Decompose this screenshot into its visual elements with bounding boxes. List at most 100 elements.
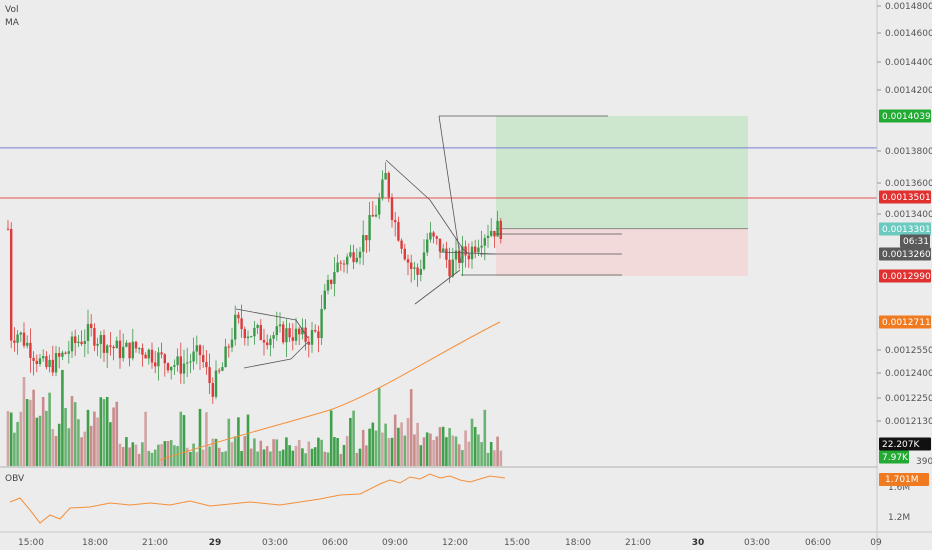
volume-bar-28 <box>96 417 99 466</box>
volume-bar-143 <box>464 430 467 466</box>
candle-65 <box>214 360 218 400</box>
volume-bar-51 <box>169 440 173 466</box>
candle-51 <box>170 366 173 380</box>
candle-79 <box>259 319 262 341</box>
volume-bar-151 <box>489 441 493 466</box>
candle-96 <box>314 324 317 333</box>
stop-loss-zone[interactable] <box>496 228 748 276</box>
candle-102 <box>333 257 336 297</box>
candle-23 <box>80 330 83 347</box>
volume-bar-34 <box>115 401 119 466</box>
volume-bar-128 <box>416 422 419 466</box>
volume-bar-99 <box>323 451 327 466</box>
candle-124 <box>403 243 406 261</box>
svg-text:1.6M: 1.6M <box>888 483 910 493</box>
candle-4 <box>19 331 22 343</box>
candle-67 <box>221 362 224 372</box>
volume-bar-35 <box>118 443 122 466</box>
candle-118 <box>384 162 387 180</box>
volume-bar-154 <box>499 450 503 466</box>
time-axis[interactable]: 15:00 18:00 21:00 29 03:00 06:00 09:00 12:00 15:… <box>18 538 882 548</box>
volume-bar-24 <box>83 431 87 466</box>
volume-bar-148 <box>480 442 483 466</box>
candle-121 <box>394 212 397 237</box>
svg-text:0.0012711: 0.0012711 <box>882 318 931 328</box>
volume-bar-126 <box>409 389 413 466</box>
drawings[interactable] <box>235 115 622 369</box>
volume-bar-23 <box>80 437 83 466</box>
drawing-line-7[interactable] <box>462 248 471 256</box>
volume-bar-85 <box>278 451 282 466</box>
candle-48 <box>160 342 163 359</box>
candle-32 <box>109 332 112 356</box>
volume-bar-103 <box>336 437 339 466</box>
candle-100 <box>326 274 330 295</box>
volume-bar-0 <box>6 411 10 466</box>
candle-57 <box>189 353 192 374</box>
drawing-line-9[interactable] <box>438 115 462 264</box>
position-zones[interactable] <box>496 116 748 276</box>
horizontal-lines[interactable] <box>0 147 877 199</box>
drawing-line-2[interactable] <box>295 319 309 339</box>
volume-bar-89 <box>291 450 295 466</box>
candle-149 <box>483 234 486 261</box>
candle-64 <box>211 377 214 404</box>
volume-bar-70 <box>230 442 234 466</box>
candle-116 <box>378 192 381 220</box>
drawing-line-4[interactable] <box>385 159 431 201</box>
svg-text:21:00: 21:00 <box>142 538 168 548</box>
volume-bar-56 <box>185 447 189 466</box>
volume-bar-75 <box>246 414 250 466</box>
svg-text:0.0012400: 0.0012400 <box>885 369 932 379</box>
volume-bar-118 <box>384 423 387 466</box>
candle-54 <box>179 342 182 384</box>
volume-bar-129 <box>419 445 423 466</box>
drawing-line-1[interactable] <box>243 358 292 369</box>
take-profit-zone[interactable] <box>496 116 748 229</box>
svg-text:0.0014039: 0.0014039 <box>882 112 931 122</box>
price-axis[interactable]: 0.0014800 0.0014600 0.0014400 0.0014200 0.00… <box>877 2 932 467</box>
svg-text:06:31: 06:31 <box>903 237 929 247</box>
candle-78 <box>256 323 259 335</box>
volume-bar-124 <box>403 435 407 466</box>
volume-bar-12 <box>45 410 48 466</box>
drawing-line-3[interactable] <box>290 341 309 360</box>
volume-bar-98 <box>320 439 323 466</box>
volume-bar-22 <box>77 419 80 466</box>
drawing-line-6[interactable] <box>414 269 461 305</box>
svg-text:0.0013600: 0.0013600 <box>885 179 932 189</box>
volume-bar-21 <box>73 402 77 466</box>
price-tick: 0.0012550 <box>877 346 932 356</box>
candle-34 <box>115 336 118 349</box>
drawing-line-0[interactable] <box>235 308 297 321</box>
candle-98 <box>320 294 323 345</box>
time-tick: 21:00 <box>625 538 651 548</box>
moving-average <box>159 321 501 461</box>
candle-117 <box>381 170 384 201</box>
svg-text:0.0012250: 0.0012250 <box>885 394 932 404</box>
volume-bar-20 <box>70 395 74 466</box>
volume-bar-147 <box>477 434 480 466</box>
candle-68 <box>224 338 227 368</box>
candle-105 <box>342 259 346 273</box>
volume-bar-72 <box>237 417 240 466</box>
candle-58 <box>192 337 195 370</box>
drawing-line-13[interactable] <box>439 251 497 255</box>
candle-53 <box>176 348 179 372</box>
candle-81 <box>266 334 269 350</box>
volume-bar-55 <box>182 415 186 466</box>
volume-bar-145 <box>470 418 474 466</box>
candle-134 <box>435 235 438 245</box>
volume-bar-97 <box>317 437 320 466</box>
obv-axis[interactable]: 1.6M 1.2M 1.701M <box>879 473 929 523</box>
svg-text:7.97K: 7.97K <box>882 453 909 463</box>
volume-bar-81 <box>265 446 269 466</box>
volume-bar-122 <box>397 427 400 466</box>
candle-3 <box>16 330 19 355</box>
candle-5 <box>22 322 26 349</box>
candle-88 <box>288 322 291 343</box>
candle-18 <box>64 351 67 355</box>
candle-35 <box>118 329 122 369</box>
candle-11 <box>42 349 45 362</box>
